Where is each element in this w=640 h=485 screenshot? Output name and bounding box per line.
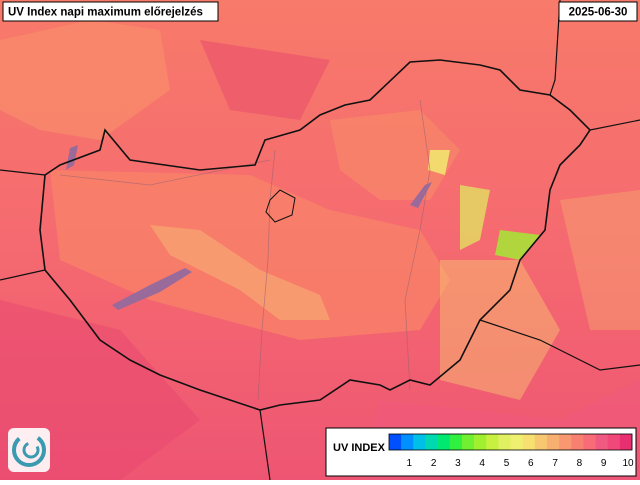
legend-swatch xyxy=(498,434,511,450)
legend-swatch xyxy=(461,434,475,450)
legend-swatch xyxy=(510,434,523,450)
legend-swatch xyxy=(437,434,451,450)
uv-regions xyxy=(0,20,640,480)
legend-tick-label: 9 xyxy=(601,458,607,469)
legend-tick-label: 7 xyxy=(552,458,558,469)
city-border xyxy=(265,189,296,223)
legend-swatch xyxy=(595,434,608,450)
legend-swatch xyxy=(486,434,499,450)
legend-swatch xyxy=(413,434,426,450)
legend-tick-label: 8 xyxy=(577,458,583,469)
legend-swatch xyxy=(607,434,621,450)
legend-bar-frame xyxy=(388,433,633,451)
title-box xyxy=(2,1,219,22)
rivers xyxy=(59,99,431,401)
legend-tick-label: 10 xyxy=(622,458,634,469)
lakes xyxy=(66,145,432,310)
legend-tick-label: 5 xyxy=(504,458,510,469)
legend-tick-label: 6 xyxy=(528,458,534,469)
legend-swatch xyxy=(559,434,572,450)
legend-swatch xyxy=(534,434,548,450)
legend-title: UV INDEX xyxy=(333,442,386,454)
date: 2025-06-30 xyxy=(569,7,628,19)
legend-swatch xyxy=(449,434,463,450)
legend: UV INDEX 1 2 3 4 5 6 7 8 9 10 xyxy=(325,427,637,477)
legend-swatch xyxy=(571,434,584,450)
legend-swatch xyxy=(583,434,596,450)
legend-tick-label: 1 xyxy=(407,458,413,469)
country-border xyxy=(39,59,592,411)
legend-tick-label: 2 xyxy=(431,458,437,469)
legend-swatch xyxy=(425,434,438,450)
legend-swatch xyxy=(389,434,402,450)
legend-swatch xyxy=(401,434,414,450)
legend-swatch xyxy=(546,434,560,450)
title: UV Index napi maximum előrejelzés xyxy=(8,7,203,19)
logo xyxy=(8,428,50,472)
legend-swatch xyxy=(619,434,633,450)
legend-swatch xyxy=(522,434,536,450)
date-box xyxy=(558,1,638,22)
legend-swatch xyxy=(474,434,487,450)
legend-tick-label: 3 xyxy=(455,458,461,469)
legend-tick-label: 4 xyxy=(479,458,485,469)
